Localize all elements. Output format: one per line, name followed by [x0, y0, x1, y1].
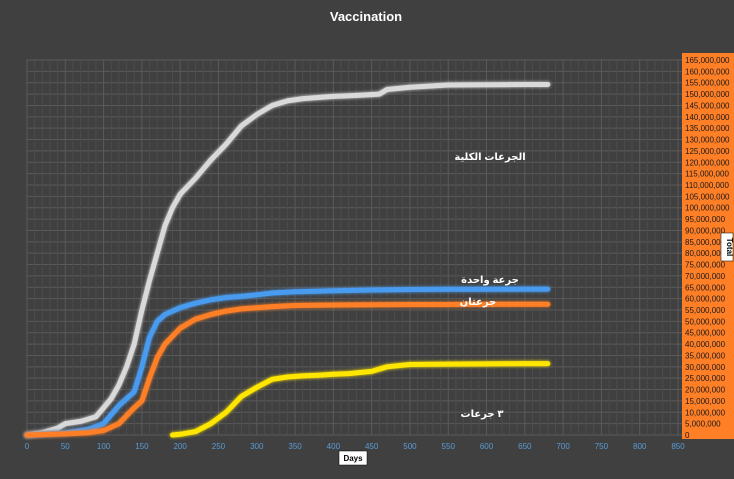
- x-tick-label: 750: [595, 442, 609, 451]
- y-tick-labels: 0 5,000,000 10,000,000 15,000,000 20,000,000…: [685, 56, 730, 440]
- y-tick-label: 165,000,000: [685, 56, 730, 65]
- x-tick-label: 450: [365, 442, 379, 451]
- series-label-total-doses: الجرعات الكلية: [454, 152, 525, 163]
- svg-text:Days: Days: [343, 454, 363, 463]
- x-tick-label: 550: [442, 442, 456, 451]
- series-label-two-doses: جرعتان: [460, 297, 497, 308]
- y-tick-label: 100,000,000: [685, 204, 730, 213]
- x-tick-label: 800: [633, 442, 647, 451]
- x-tick-label: 500: [403, 442, 417, 451]
- x-tick-label: 100: [97, 442, 111, 451]
- y-tick-label: 145,000,000: [685, 101, 730, 110]
- x-tick-label: 850: [671, 442, 685, 451]
- y-tick-label: 120,000,000: [685, 158, 730, 167]
- x-tick-label: 150: [135, 442, 149, 451]
- y-tick-label: 125,000,000: [685, 147, 730, 156]
- y-tick-label: 130,000,000: [685, 136, 730, 145]
- y-tick-label: 105,000,000: [685, 192, 730, 201]
- series-labels: الجرعات الكلية جرعة واحدة جرعتان ٣ جرعات: [454, 152, 525, 420]
- series-lines: [24, 82, 551, 438]
- y-axis-title: Total: [720, 232, 734, 262]
- series-line-total-doses: [24, 82, 551, 438]
- x-tick-label: 300: [250, 442, 264, 451]
- x-tick-label: 0: [25, 442, 30, 451]
- y-tick-label: 40,000,000: [685, 340, 726, 349]
- y-tick-label: 50,000,000: [685, 317, 726, 326]
- y-tick-label: 10,000,000: [685, 408, 726, 417]
- series-line-one-dose: [24, 286, 551, 438]
- x-axis-title: Days: [338, 450, 368, 466]
- series-line-three-doses: [170, 361, 551, 438]
- y-tick-label: 0: [685, 431, 690, 440]
- svg-text:Total: Total: [725, 238, 734, 257]
- x-tick-label: 400: [327, 442, 341, 451]
- x-tick-labels: 0 50 100 150 200 250 300 350 400 450 500 550 600 650 7…: [25, 442, 685, 451]
- x-tick-label: 700: [556, 442, 570, 451]
- y-tick-label: 80,000,000: [685, 249, 726, 258]
- series-label-three-doses: ٣ جرعات: [461, 409, 504, 420]
- y-tick-label: 110,000,000: [685, 181, 729, 190]
- y-tick-label: 20,000,000: [685, 386, 726, 395]
- x-tick-label: 50: [61, 442, 70, 451]
- x-tick-label: 650: [518, 442, 532, 451]
- y-tick-label: 150,000,000: [685, 90, 730, 99]
- y-tick-label: 135,000,000: [685, 124, 730, 133]
- y-tick-label: 30,000,000: [685, 363, 726, 372]
- y-tick-label: 115,000,000: [685, 170, 729, 179]
- y-tick-label: 85,000,000: [685, 238, 726, 247]
- y-tick-label: 60,000,000: [685, 295, 726, 304]
- y-tick-label: 55,000,000: [685, 306, 726, 315]
- x-tick-label: 200: [173, 442, 187, 451]
- y-tick-label: 70,000,000: [685, 272, 726, 281]
- y-tick-label: 15,000,000: [685, 397, 726, 406]
- y-tick-label: 95,000,000: [685, 215, 726, 224]
- y-tick-label: 5,000,000: [685, 420, 721, 429]
- y-tick-label: 65,000,000: [685, 283, 726, 292]
- series-label-one-dose: جرعة واحدة: [461, 275, 519, 286]
- grid: [26, 59, 682, 436]
- y-tick-label: 90,000,000: [685, 226, 726, 235]
- y-tick-label: 35,000,000: [685, 351, 726, 360]
- y-tick-label: 45,000,000: [685, 329, 726, 338]
- series-line-two-doses: [24, 301, 551, 438]
- y-tick-label: 160,000,000: [685, 67, 730, 76]
- x-tick-label: 350: [288, 442, 302, 451]
- x-tick-label: 600: [480, 442, 494, 451]
- y-tick-label: 25,000,000: [685, 374, 726, 383]
- x-tick-label: 250: [212, 442, 226, 451]
- y-tick-label: 75,000,000: [685, 261, 726, 270]
- chart-title: Vaccination: [330, 9, 402, 24]
- y-tick-label: 155,000,000: [685, 79, 730, 88]
- y-tick-label: 140,000,000: [685, 113, 730, 122]
